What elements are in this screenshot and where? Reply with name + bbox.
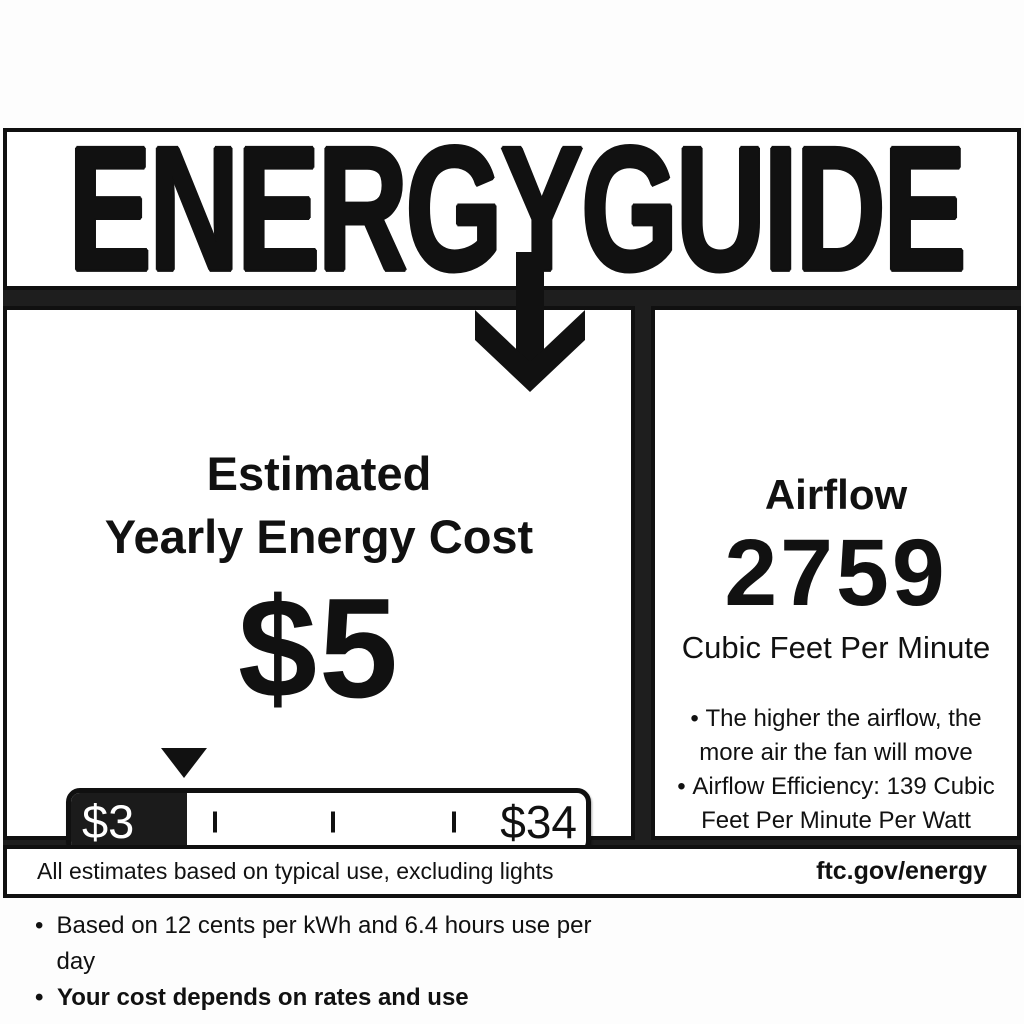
range-tick bbox=[331, 811, 336, 832]
bullet-icon: • bbox=[690, 705, 699, 732]
note-text: Your cost depends on rates and use bbox=[57, 984, 469, 1011]
note-text: Airflow Efficiency: 139 Cubic bbox=[692, 773, 995, 800]
note-text: The higher the airflow, the bbox=[705, 705, 982, 732]
note-text: Energy Use: 20 Watts bbox=[57, 1016, 290, 1024]
list-item-line: more air the fan will move bbox=[699, 739, 973, 766]
airflow-notes-list: • The higher the airflow, the more air t… bbox=[655, 702, 1017, 838]
cost-pointer-icon bbox=[161, 748, 207, 778]
range-tick bbox=[452, 811, 457, 832]
airflow-unit: Cubic Feet Per Minute bbox=[681, 630, 991, 665]
bullet-icon: • bbox=[677, 773, 686, 800]
list-item: • Energy Use: 20 Watts bbox=[33, 1016, 623, 1024]
list-item: • Your cost depends on rates and use bbox=[33, 980, 623, 1016]
footer-bar: All estimates based on typical use, excl… bbox=[3, 845, 1021, 898]
bullet-icon: • bbox=[35, 984, 44, 1011]
list-item-line: • Airflow Efficiency: 139 Cubic bbox=[655, 770, 1017, 804]
bullet-icon: • bbox=[35, 912, 44, 939]
cost-range-fill: $3 bbox=[71, 793, 187, 850]
range-max-label: $34 bbox=[500, 795, 577, 848]
list-item-line: Feet Per Minute Per Watt bbox=[701, 807, 971, 834]
airflow-panel: Airflow 2759 Cubic Feet Per Minute • The… bbox=[651, 306, 1021, 840]
cost-heading-line2: Yearly Energy Cost bbox=[104, 510, 534, 563]
cost-range-bar: $3 $34 bbox=[66, 788, 591, 855]
airflow-value: 2759 bbox=[724, 520, 948, 626]
range-tick bbox=[212, 811, 217, 832]
ftc-url: ftc.gov/energy bbox=[816, 857, 987, 885]
label-frame: ENERGYGUIDE Estimated Yearly Energy Cost… bbox=[3, 120, 1021, 1024]
cost-notes-list: • Based on 12 cents per kWh and 6.4 hour… bbox=[33, 908, 623, 1024]
down-arrow-icon bbox=[475, 252, 585, 392]
header-panel: ENERGYGUIDE bbox=[3, 120, 1021, 298]
footer-disclaimer: All estimates based on typical use, excl… bbox=[37, 858, 554, 884]
bullet-icon: • bbox=[33, 1016, 57, 1024]
airflow-heading: Airflow bbox=[764, 471, 908, 518]
note-text: Based on 12 cents per kWh and 6.4 hours … bbox=[56, 912, 592, 975]
yearly-cost-value: $5 bbox=[238, 569, 400, 728]
list-item-line: • The higher the airflow, the bbox=[655, 702, 1017, 736]
cost-heading-line1: Estimated bbox=[206, 447, 432, 500]
list-item: • Based on 12 cents per kWh and 6.4 hour… bbox=[33, 908, 623, 980]
range-min-label: $3 bbox=[82, 795, 135, 848]
energy-cost-panel: Estimated Yearly Energy Cost $5 $3 $34 C… bbox=[3, 306, 635, 1024]
